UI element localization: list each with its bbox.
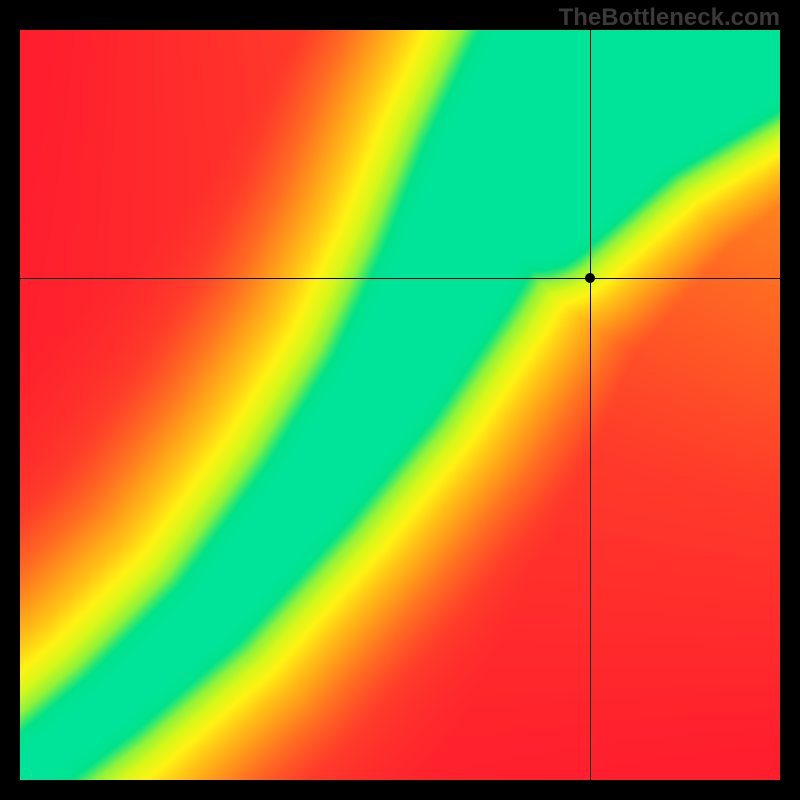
crosshair-vertical: [590, 30, 591, 780]
chart-container: { "watermark": { "text": "TheBottleneck.…: [0, 0, 800, 800]
watermark-text: TheBottleneck.com: [559, 4, 780, 32]
crosshair-marker: [585, 273, 595, 283]
plot-area: [20, 30, 780, 780]
crosshair-horizontal: [20, 278, 780, 279]
heatmap-canvas: [20, 30, 780, 780]
